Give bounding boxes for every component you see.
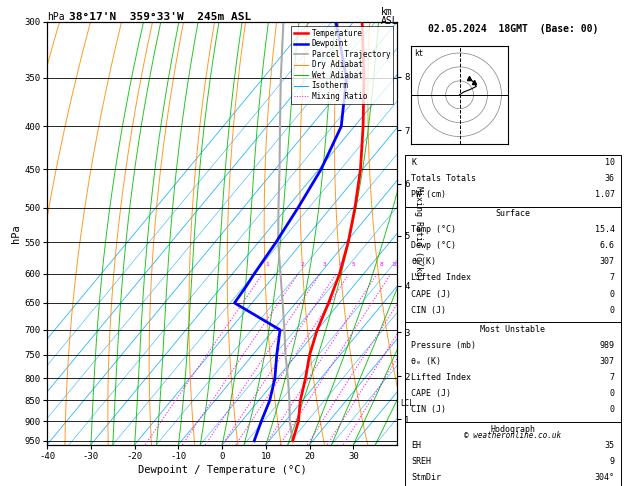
Text: Lifted Index: Lifted Index: [411, 373, 471, 382]
Text: Surface: Surface: [496, 209, 530, 218]
Text: K: K: [411, 157, 416, 167]
Text: LCL: LCL: [401, 399, 415, 408]
Text: ASL: ASL: [381, 16, 398, 26]
Text: PW (cm): PW (cm): [411, 190, 447, 199]
Text: 38°17'N  359°33'W  245m ASL: 38°17'N 359°33'W 245m ASL: [69, 12, 252, 22]
Text: Temp (°C): Temp (°C): [411, 225, 457, 234]
Text: θₑ(K): θₑ(K): [411, 258, 437, 266]
Text: 15.4: 15.4: [594, 225, 615, 234]
Text: kt: kt: [414, 49, 423, 58]
Text: SREH: SREH: [411, 457, 431, 466]
Text: Totals Totals: Totals Totals: [411, 174, 476, 183]
Text: 7: 7: [610, 373, 615, 382]
Bar: [404, 422, 621, 486]
Text: 7: 7: [610, 274, 615, 282]
Text: 10: 10: [604, 157, 615, 167]
Text: 307: 307: [599, 258, 615, 266]
Text: 0: 0: [610, 306, 615, 314]
Text: 8: 8: [379, 262, 383, 267]
Text: 35: 35: [604, 441, 615, 450]
Text: Pressure (mb): Pressure (mb): [411, 341, 476, 350]
Text: 9: 9: [610, 457, 615, 466]
Text: 1.07: 1.07: [594, 190, 615, 199]
Text: 36: 36: [604, 174, 615, 183]
Text: 307: 307: [599, 357, 615, 366]
Bar: [404, 155, 621, 207]
Text: 02.05.2024  18GMT  (Base: 00): 02.05.2024 18GMT (Base: 00): [428, 24, 598, 34]
Text: hPa: hPa: [47, 12, 65, 22]
Text: 989: 989: [599, 341, 615, 350]
Text: Lifted Index: Lifted Index: [411, 274, 471, 282]
Text: CAPE (J): CAPE (J): [411, 290, 452, 298]
Text: Hodograph: Hodograph: [491, 425, 535, 434]
Bar: [404, 323, 621, 422]
Text: StmDir: StmDir: [411, 473, 442, 482]
Text: 1: 1: [265, 262, 269, 267]
Text: 4: 4: [338, 262, 342, 267]
Text: Most Unstable: Most Unstable: [481, 325, 545, 334]
Text: km: km: [381, 7, 392, 17]
Text: Dewp (°C): Dewp (°C): [411, 242, 457, 250]
X-axis label: Dewpoint / Temperature (°C): Dewpoint / Temperature (°C): [138, 465, 306, 475]
Text: © weatheronline.co.uk: © weatheronline.co.uk: [464, 432, 562, 440]
Text: 0: 0: [610, 290, 615, 298]
Text: CIN (J): CIN (J): [411, 306, 447, 314]
Text: 304°: 304°: [594, 473, 615, 482]
Legend: Temperature, Dewpoint, Parcel Trajectory, Dry Adiabat, Wet Adiabat, Isotherm, Mi: Temperature, Dewpoint, Parcel Trajectory…: [291, 26, 393, 104]
Y-axis label: Mixing Ratio (g/kg): Mixing Ratio (g/kg): [415, 186, 423, 281]
Text: 3: 3: [322, 262, 326, 267]
Text: 0: 0: [610, 405, 615, 415]
Bar: [404, 207, 621, 323]
Text: θₑ (K): θₑ (K): [411, 357, 442, 366]
Text: EH: EH: [411, 441, 421, 450]
Y-axis label: hPa: hPa: [11, 224, 21, 243]
Text: CAPE (J): CAPE (J): [411, 389, 452, 399]
Text: 0: 0: [610, 389, 615, 399]
Text: 5: 5: [351, 262, 355, 267]
Text: CIN (J): CIN (J): [411, 405, 447, 415]
Text: 2: 2: [301, 262, 304, 267]
Text: 10: 10: [391, 262, 399, 267]
Text: 6.6: 6.6: [599, 242, 615, 250]
